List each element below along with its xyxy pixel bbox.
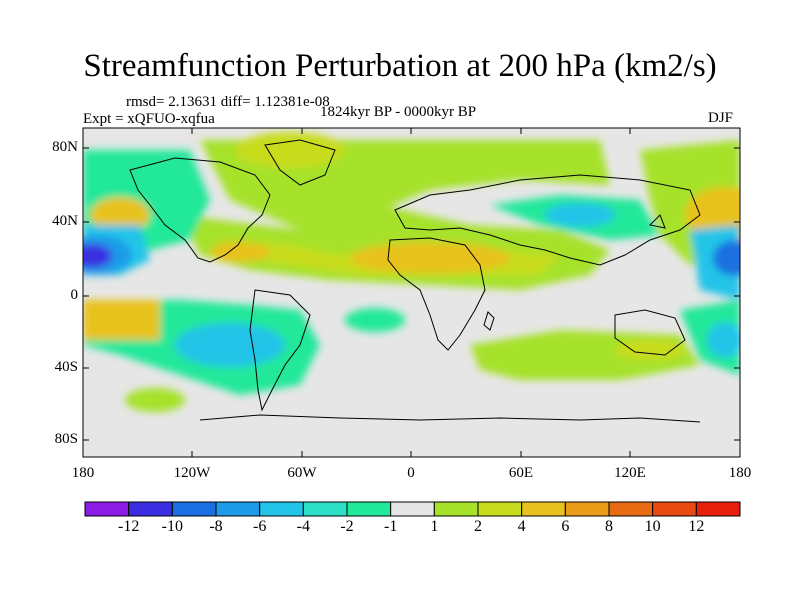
- page-title: Streamfunction Perturbation at 200 hPa (…: [83, 48, 717, 84]
- period-text: 1824kyr BP - 0000kyr BP: [320, 104, 477, 120]
- gulf-positive-core: [210, 242, 270, 262]
- colorbar-swatch: [608, 501, 654, 517]
- dateline-negative-east-core: [713, 240, 740, 276]
- latitude-label: 80N: [52, 139, 78, 155]
- latitude-label: 40S: [54, 359, 78, 375]
- south-atlantic-negative: [345, 308, 405, 332]
- experiment-text: Expt = xQFUO-xqfua: [83, 111, 215, 127]
- coastlines: [129, 139, 701, 423]
- longitude-label: 180: [728, 465, 752, 481]
- south-pacific-positive-patch: [83, 300, 160, 340]
- north-america-outline: [129, 157, 271, 263]
- colorbar-swatch: [84, 501, 130, 517]
- longitude-label: 120E: [614, 465, 646, 481]
- eurasia-outline: [394, 174, 701, 266]
- colorbar-swatch: [695, 501, 741, 517]
- colorbar-label: 10: [644, 518, 661, 535]
- madagascar-outline: [483, 311, 495, 331]
- colorbar-swatch: [346, 501, 392, 517]
- australia-outline: [614, 309, 686, 356]
- siberia-negative-core: [545, 203, 615, 227]
- greenland-outline: [264, 139, 336, 186]
- latitude-label: 0: [70, 287, 79, 303]
- colorbar-label: 1: [430, 518, 439, 535]
- colorbar-label: 12: [688, 518, 705, 535]
- sahara-positive-core: [350, 242, 510, 274]
- longitude-label: 0: [407, 465, 415, 481]
- colorbar-swatch: [390, 501, 435, 517]
- latitude-label: 40N: [52, 213, 78, 229]
- africa-outline: [387, 237, 486, 351]
- latitude-label: 80S: [54, 431, 78, 447]
- colorbar: [84, 501, 741, 517]
- colorbar-label: -1: [383, 518, 398, 535]
- colorbar-swatch: [171, 501, 217, 517]
- longitude-label: 180: [71, 465, 95, 481]
- tick-marks: [82, 128, 741, 457]
- indian-ocean-positive-core: [615, 340, 685, 360]
- colorbar-label: 8: [605, 518, 613, 535]
- colorbar-swatch: [215, 501, 261, 517]
- colorbar-label: 4: [517, 518, 526, 535]
- colorbar-swatch: [302, 501, 348, 517]
- southern-ocean-positive-patch: [125, 388, 185, 412]
- colorbar-swatch: [477, 501, 523, 517]
- central-pacific-negative-core: [83, 244, 112, 268]
- colorbar-swatch: [564, 501, 610, 517]
- colorbar-swatch: [652, 501, 697, 517]
- colorbar-swatch: [521, 501, 566, 517]
- colorbar-swatch: [259, 501, 304, 517]
- stats-text: rmsd= 2.13631 diff= 1.12381e-08: [126, 94, 330, 110]
- south-america-outline: [249, 289, 311, 412]
- colorbar-label: -2: [340, 518, 354, 535]
- colorbar-label: 6: [561, 518, 570, 535]
- south-pacific-negative-core: [175, 323, 285, 367]
- season-text: DJF: [708, 110, 734, 126]
- longitude-label: 60W: [287, 465, 317, 481]
- japan-outline: [648, 214, 666, 229]
- east-pacific-positive-patch: [90, 197, 150, 233]
- field-layer: [83, 128, 740, 457]
- longitude-label: 60E: [508, 465, 534, 481]
- colorbar-label: -6: [252, 518, 267, 535]
- longitude-label: 120W: [173, 465, 211, 481]
- se-pacific-negative-core: [707, 322, 740, 358]
- colorbar-swatch: [128, 501, 173, 517]
- greenland-positive-core: [235, 132, 345, 168]
- colorbar-label: -10: [161, 518, 183, 535]
- colorbar-label: 2: [474, 518, 482, 535]
- colorbar-label: -4: [296, 518, 310, 535]
- colorbar-swatch: [433, 501, 479, 517]
- colorbar-label: -8: [209, 518, 223, 535]
- colorbar-label: -12: [117, 518, 140, 535]
- antarctica-outline: [199, 414, 701, 423]
